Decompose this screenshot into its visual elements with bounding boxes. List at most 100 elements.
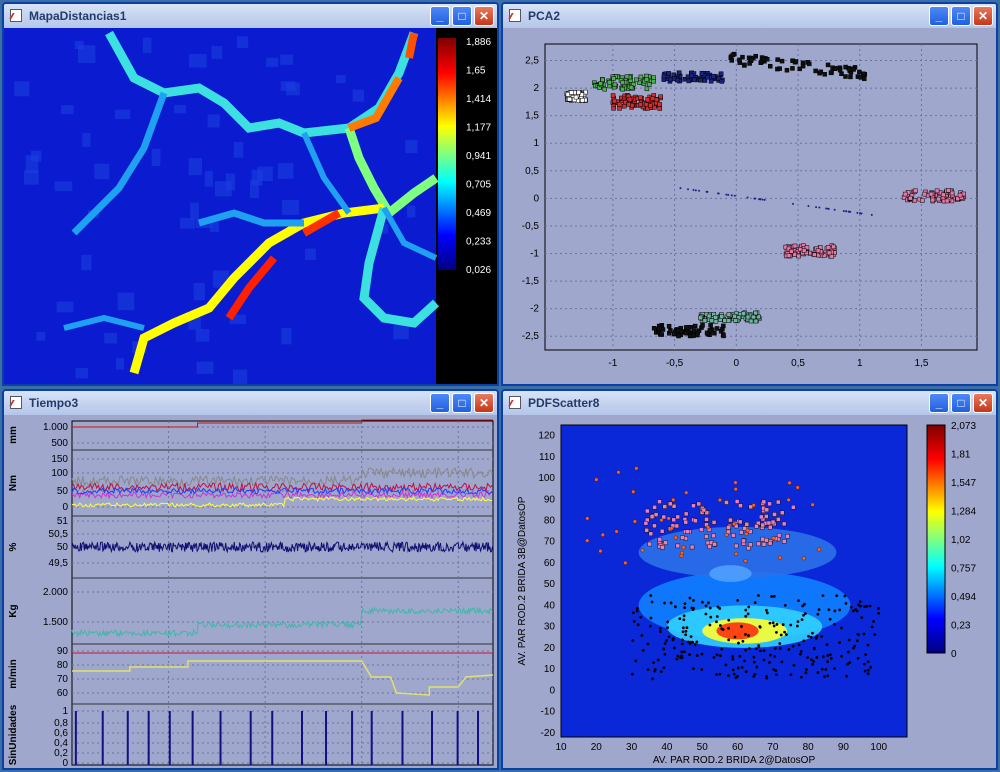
scatter-point [773,655,777,658]
maximize-button[interactable]: □ [452,393,472,413]
scatter-point [636,623,640,627]
colorbar-label: 1,02 [951,535,971,546]
scatter-point [700,652,704,656]
pca-point [727,193,730,196]
pca-point [679,187,682,190]
plot-frame [560,424,908,738]
pca-point [792,243,798,249]
pca-point [746,196,749,199]
scatter-point [762,658,766,662]
tiempo-titlebar[interactable]: Tiempo3 _ □ ✕ [4,391,497,415]
pdf-scatter-plot[interactable]: 10 20 30 40 50 60 70 80 90 1001201101009080706050… [503,415,996,768]
scatter-point [736,666,740,670]
scatter-point [781,521,787,527]
x-tick-label: 20 [591,742,603,753]
maximize-button[interactable]: □ [452,6,472,26]
pca-point [851,67,856,72]
y-tick-label: 50 [57,542,69,553]
minimize-button[interactable]: _ [430,6,450,26]
scatter-point [719,624,722,627]
minimize-button[interactable]: _ [430,393,450,413]
mapa-titlebar[interactable]: MapaDistancias1 _ □ ✕ [4,4,497,28]
tiempo-content: 1.000 500 mm 150 100 50 0 Nm 51 50,5 50 49,5% 2.000 1… [4,415,497,768]
map-cell [282,200,300,215]
pca-window[interactable]: PCA2 _ □ ✕ -1 -0,5 0 0,5 1 1,5 2,5 2 1,5 1 0,5 0 -0,… [501,2,998,386]
scatter-point [745,528,750,533]
pdf-window[interactable]: PDFScatter8 _ □ ✕ 10 20 30 40 50 60 70 80 90 100 1… [501,389,998,770]
pca-point [748,318,754,324]
scatter-point [752,660,756,664]
pca-point [741,311,746,316]
scatter-point [727,626,730,630]
scatter-point [827,608,831,612]
scatter-point [780,660,784,664]
y-tick-label: 70 [57,674,69,685]
scatter-point [659,627,662,630]
pca-point [821,253,827,258]
scatter-point [856,632,860,636]
maximize-button[interactable]: □ [951,393,971,413]
maximize-button[interactable]: □ [951,6,971,26]
series-line [71,540,494,554]
scatter-point [734,543,739,549]
scatter-point [660,545,665,550]
pca-point [797,66,802,72]
pca-point [856,211,859,214]
pca-point [870,213,873,216]
pca-point [617,101,622,107]
pca-point [733,194,736,197]
scatter-point [812,646,816,650]
scatter-point [787,480,792,485]
x-tick-label: 80 [803,742,815,753]
scatter-point [634,659,638,663]
pca-scatter-plot[interactable]: -1 -0,5 0 0,5 1 1,5 2,5 2 1,5 1 0,5 0 -0,5 -1 -1,5 -2 -2… [503,28,996,384]
tiempo-window[interactable]: Tiempo3 _ □ ✕ 1.000 500 mm 150 100 50 0 Nm 51 50,… [2,389,499,770]
pca-titlebar[interactable]: PCA2 _ □ ✕ [503,4,996,28]
scatter-point [666,620,670,624]
pdf-titlebar[interactable]: PDFScatter8 _ □ ✕ [503,391,996,415]
scatter-point [866,672,870,676]
x-tick-label: 10 [555,742,567,753]
close-button[interactable]: ✕ [973,6,993,26]
scatter-point [744,608,748,612]
y-tick-label: 90 [57,646,69,657]
scatter-point [659,670,663,674]
scatter-point [866,660,870,664]
scatter-point [860,616,864,620]
scatter-point [795,485,800,490]
close-button[interactable]: ✕ [474,393,494,413]
mapa-window[interactable]: MapaDistancias1 _ □ ✕ 1,886 1,65 1,414 1,17… [2,2,499,386]
scatter-point [652,523,657,529]
scatter-point [708,623,712,627]
pca-point [676,333,681,339]
scatter-point [764,538,769,543]
distance-map[interactable]: 1,886 1,65 1,414 1,177 0,941 0,705 0,469 0,233 0… [4,28,497,384]
pca-point [913,188,918,194]
minimize-button[interactable]: _ [929,6,949,26]
pca-point [637,80,642,85]
scatter-point [848,661,852,665]
scatter-point [824,668,828,671]
minimize-button[interactable]: _ [929,393,949,413]
map-ridge [71,91,168,236]
pca-point [621,103,627,109]
scatter-point [683,602,687,606]
scatter-point [849,605,853,609]
pca-point [813,68,818,74]
x-tick-label: 30 [626,742,638,753]
scatter-point [856,639,859,643]
pca-point [737,57,742,63]
scatter-point [770,519,776,525]
scatter-point [734,551,739,556]
close-button[interactable]: ✕ [474,6,494,26]
close-button[interactable]: ✕ [973,393,993,413]
scatter-point [649,594,653,597]
y-tick-label: 2.000 [43,587,68,598]
time-series-plot[interactable]: 1.000500mm150100500Nm5150,55049,5%2.0001… [4,415,497,768]
pca-point [650,96,656,101]
scatter-point [764,507,769,513]
scatter-point [840,626,843,630]
pca-point [576,90,581,95]
window-title: Tiempo3 [29,396,79,410]
scatter-point [741,639,745,643]
